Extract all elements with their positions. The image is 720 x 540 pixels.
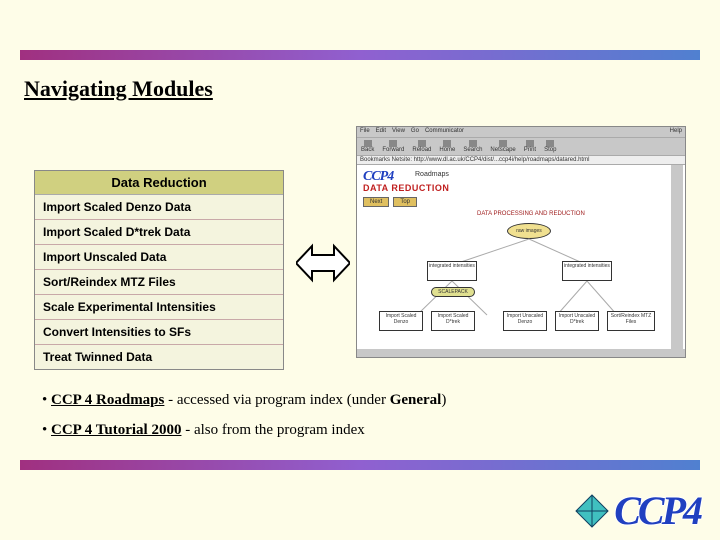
menu-item: Communicator (425, 128, 464, 136)
flow-node: Import Scaled D*trek (431, 311, 475, 331)
menu-item: File (360, 128, 370, 136)
flow-node: Sort/Reindex MTZ Files (607, 311, 655, 331)
bullet-text: - also from the program index (181, 422, 364, 438)
toolbar-button: Reload (412, 140, 431, 153)
back-icon (364, 140, 372, 147)
bottom-accent-bar (20, 460, 700, 470)
bullet-bold: General (390, 392, 442, 408)
ccp4-diamond-icon (574, 493, 610, 529)
netscape-icon (499, 140, 507, 147)
bullet-text: ) (441, 392, 446, 408)
browser-toolbar: Back Forward Reload Home Search Netscape… (357, 137, 685, 155)
module-list-header: Data Reduction (35, 171, 283, 195)
ccp4-footer-logo: CCP4 (574, 487, 700, 534)
toolbar-button: Stop (544, 140, 556, 153)
print-icon (526, 140, 534, 147)
bullet-dot: • (42, 422, 51, 438)
browser-menubar: File Edit View Go Communicator Help (357, 127, 685, 137)
bullet-link: CCP 4 Tutorial 2000 (51, 422, 181, 438)
flow-node: Import Unscaled D*trek (555, 311, 599, 331)
menu-item: View (392, 128, 405, 136)
module-list: Data Reduction Import Scaled Denzo Data … (34, 170, 284, 370)
menu-item: Edit (376, 128, 386, 136)
ccp4-footer-text: CCP4 (614, 487, 700, 534)
module-item[interactable]: Scale Experimental Intensities (35, 295, 283, 320)
flow-node: Import Unscaled Denzo (503, 311, 547, 331)
home-icon (443, 140, 451, 147)
module-item[interactable]: Import Unscaled Data (35, 245, 283, 270)
browser-screenshot: File Edit View Go Communicator Help Back… (356, 126, 686, 358)
menu-item: Go (411, 128, 419, 136)
bullet-text: - accessed via program index (under (164, 392, 389, 408)
module-item[interactable]: Sort/Reindex MTZ Files (35, 270, 283, 295)
toolbar-button: Forward (382, 140, 404, 153)
browser-content: CCP4 Roadmaps DATA REDUCTION Next Top DA… (357, 165, 685, 349)
bullet-line: • CCP 4 Tutorial 2000 - also from the pr… (42, 422, 365, 439)
bidirectional-arrow-icon (296, 240, 350, 291)
toolbar-button: Back (361, 140, 374, 153)
bullet-line: • CCP 4 Roadmaps - accessed via program … (42, 392, 446, 409)
flow-node: SCALEPACK (431, 287, 475, 297)
stop-icon (546, 140, 554, 147)
module-item[interactable]: Import Scaled Denzo Data (35, 195, 283, 220)
module-item[interactable]: Treat Twinned Data (35, 345, 283, 369)
flow-node: integrated intensities (562, 261, 612, 281)
browser-url-bar: Bookmarks Netsite: http://www.dl.ac.uk/C… (357, 155, 685, 165)
search-icon (469, 140, 477, 147)
module-item[interactable]: Convert Intensities to SFs (35, 320, 283, 345)
toolbar-button: Netscape (490, 140, 515, 153)
module-item[interactable]: Import Scaled D*trek Data (35, 220, 283, 245)
slide-title: Navigating Modules (24, 76, 213, 102)
bullet-dot: • (42, 392, 51, 408)
toolbar-button: Print (524, 140, 536, 153)
bullet-link: CCP 4 Roadmaps (51, 392, 164, 408)
flow-node: Import Scaled Denzo (379, 311, 423, 331)
forward-icon (389, 140, 397, 147)
menu-item: Help (670, 128, 682, 136)
reload-icon (418, 140, 426, 147)
toolbar-button: Search (463, 140, 482, 153)
top-accent-bar (20, 50, 700, 60)
browser-scrollbar[interactable] (671, 165, 683, 349)
toolbar-button: Home (439, 140, 455, 153)
flow-node: integrated intensities (427, 261, 477, 281)
